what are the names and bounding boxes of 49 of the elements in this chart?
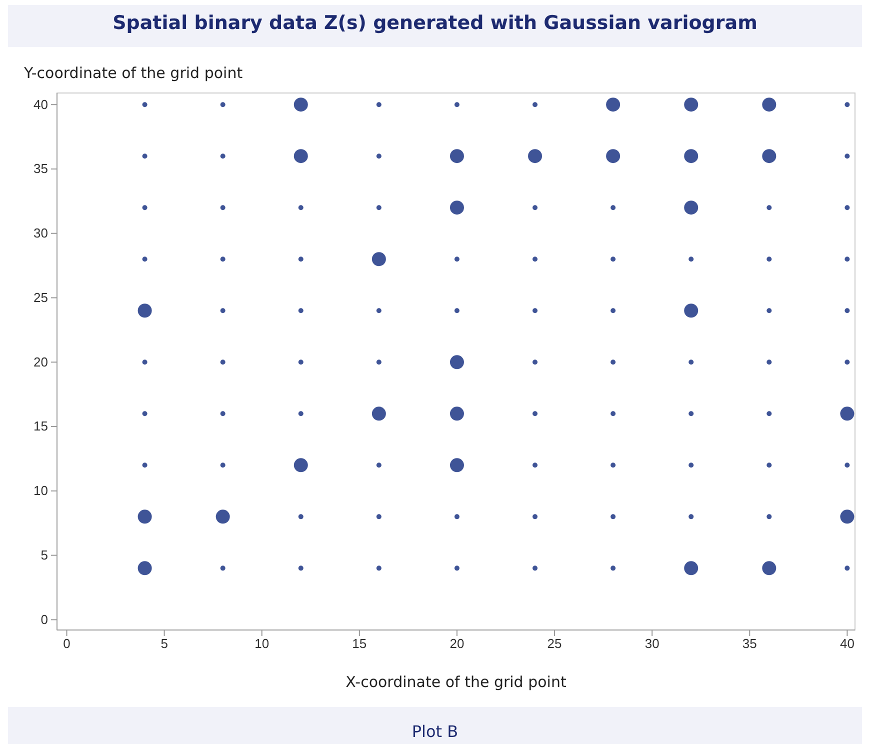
- x-tick-label: 10: [254, 636, 270, 652]
- point: [450, 200, 464, 215]
- point: [684, 200, 698, 215]
- x-tick-label: 40: [840, 636, 854, 652]
- point: [216, 510, 230, 524]
- point: [606, 98, 620, 112]
- point: [762, 98, 776, 112]
- x-axis-title: X-coordinate of the grid point: [346, 673, 566, 691]
- x-tick-label: 25: [547, 636, 562, 652]
- y-tick-label: 40: [34, 96, 48, 112]
- y-axis-title: Y-coordinate of the grid point: [23, 64, 243, 82]
- point: [138, 304, 152, 318]
- y-tick-label: 15: [34, 418, 48, 434]
- y-tick-label: 0: [40, 612, 48, 627]
- point: [684, 304, 698, 318]
- point: [684, 149, 698, 164]
- chart-title: Spatial binary data Z(s) generated with Gaussian variogram: [112, 12, 758, 34]
- point: [450, 406, 464, 421]
- point: [684, 561, 698, 576]
- point: [294, 458, 308, 472]
- x-tick-label: 15: [352, 636, 367, 652]
- point: [450, 355, 464, 370]
- x-tick-label: 5: [160, 636, 168, 652]
- y-tick-label: 35: [34, 161, 48, 176]
- point: [606, 149, 620, 164]
- point: [840, 510, 854, 524]
- x-tick-label: 30: [644, 636, 660, 652]
- point: [294, 98, 308, 112]
- x-tick-label: 35: [742, 636, 757, 652]
- y-tick-label: 5: [40, 547, 48, 562]
- y-tick-label: 20: [34, 354, 48, 370]
- y-tick-label: 30: [34, 226, 48, 241]
- y-tick-label: 25: [34, 290, 48, 305]
- text: Plot B: [412, 722, 458, 741]
- x-tick-label: 20: [450, 636, 464, 652]
- point: [684, 98, 698, 112]
- point: [372, 252, 386, 266]
- point: [762, 149, 776, 164]
- point: [450, 458, 464, 472]
- point: [294, 149, 308, 164]
- point: [840, 406, 854, 421]
- point: [762, 561, 776, 576]
- x-tick-label: 0: [63, 636, 70, 652]
- y-tick-label: 10: [34, 483, 48, 498]
- point: [372, 406, 386, 421]
- point: [138, 561, 152, 576]
- point: [450, 149, 464, 164]
- point: [138, 510, 152, 524]
- point: [528, 149, 542, 164]
